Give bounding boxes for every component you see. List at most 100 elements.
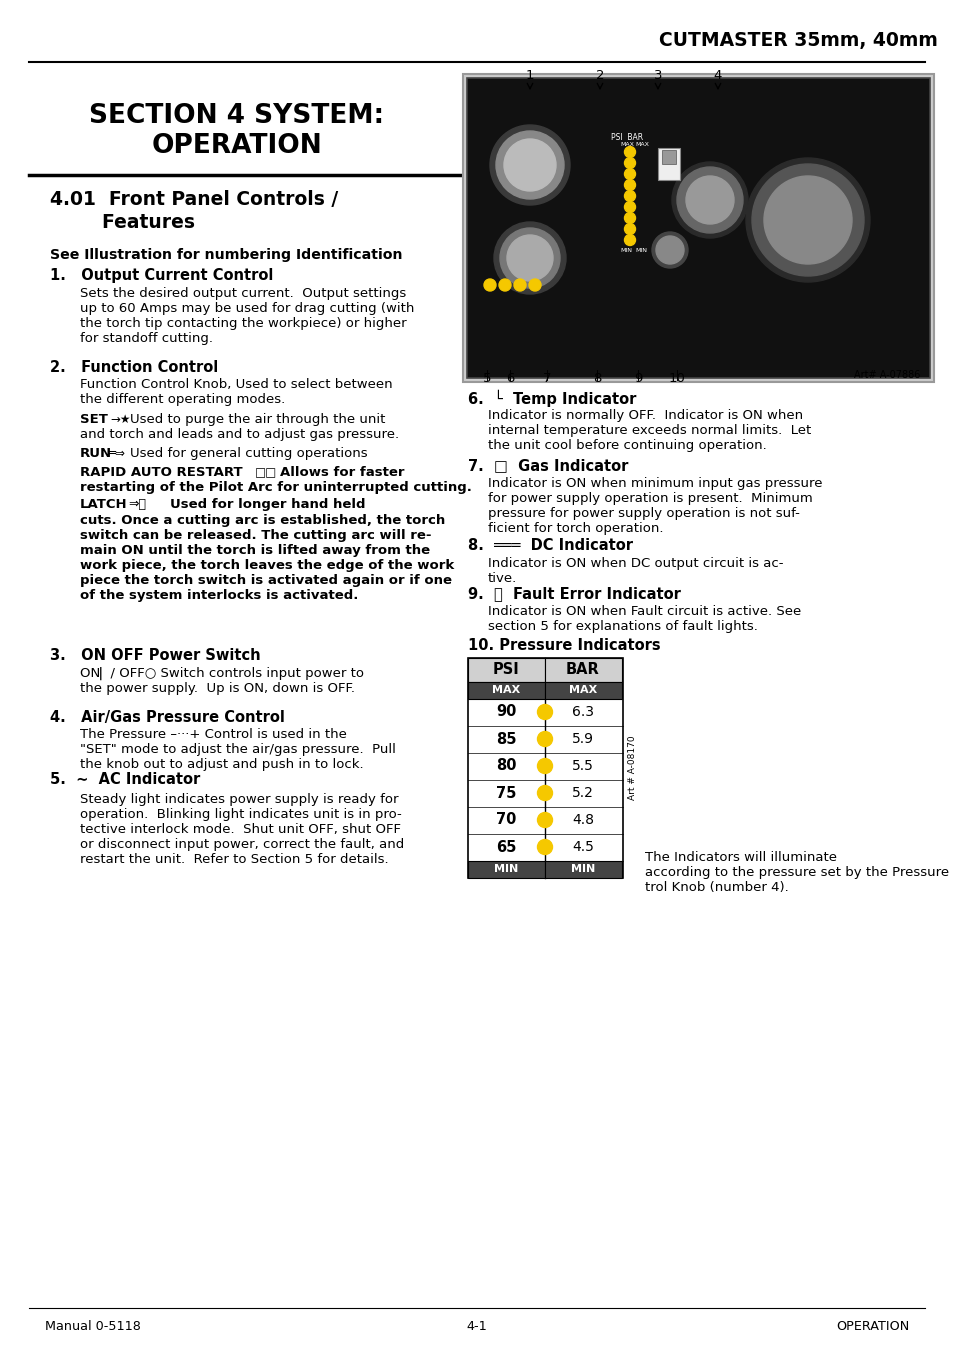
Circle shape [494,221,565,294]
Text: OPERATION: OPERATION [152,134,322,159]
Circle shape [624,212,635,224]
Text: 5.2: 5.2 [572,786,594,801]
Circle shape [514,279,525,292]
Circle shape [537,786,552,801]
Circle shape [677,167,742,234]
Circle shape [537,759,552,774]
Text: 5: 5 [482,373,491,385]
Circle shape [537,732,552,747]
Bar [468,861,544,878]
Text: →★: →★ [110,413,131,427]
Circle shape [483,279,496,292]
Text: MAX: MAX [568,684,597,695]
Text: 80: 80 [496,759,516,774]
Text: Allows for faster: Allows for faster [280,466,404,479]
Text: 4-1: 4-1 [466,1320,487,1332]
Text: Sets the desired output current.  Output settings
up to 60 Amps may be used for : Sets the desired output current. Output … [80,288,414,346]
Text: 8.  ═══  DC Indicator: 8. ═══ DC Indicator [468,539,633,553]
Text: CUTMASTER 35mm, 40mm: CUTMASTER 35mm, 40mm [659,31,937,50]
Text: 70: 70 [496,813,516,828]
Circle shape [671,162,747,238]
Circle shape [537,705,552,720]
Text: 5.  ∼  AC Indicator: 5. ∼ AC Indicator [50,772,200,787]
Circle shape [624,147,635,158]
Text: Steady light indicates power supply is ready for
operation.  Blinking light indi: Steady light indicates power supply is r… [80,792,404,865]
Text: 2.   Function Control: 2. Function Control [50,360,218,375]
Text: 5.9: 5.9 [572,732,594,747]
Circle shape [745,158,869,282]
Text: 75: 75 [496,786,516,801]
Text: SET: SET [80,413,108,427]
Text: ═⇒: ═⇒ [108,447,125,460]
Bar [661,150,676,163]
Bar [544,861,621,878]
Bar [468,657,622,878]
Text: 9: 9 [633,373,641,385]
Text: Manual 0-5118: Manual 0-5118 [45,1320,141,1332]
Text: MIN: MIN [570,864,595,873]
Text: Used to purge the air through the unit: Used to purge the air through the unit [130,413,385,427]
Bar [544,682,621,699]
Text: RUN: RUN [80,447,112,460]
Text: restarting of the Pilot Arc for uninterrupted cutting.: restarting of the Pilot Arc for uninterr… [80,481,472,494]
Text: 6: 6 [505,373,514,385]
Text: Used for general cutting operations: Used for general cutting operations [130,447,367,460]
Text: Art # A-08170: Art # A-08170 [628,736,637,801]
Text: BAR: BAR [565,663,599,678]
Text: MAX: MAX [635,142,648,147]
Text: 4.5: 4.5 [572,840,594,855]
Text: MIN: MIN [494,864,517,873]
Circle shape [506,235,553,281]
Text: Features: Features [50,213,194,232]
Text: 8: 8 [592,373,600,385]
Text: 4.01  Front Panel Controls /: 4.01 Front Panel Controls / [50,190,338,209]
Text: 6.3: 6.3 [572,705,594,720]
Text: The Indicators will illuminate
according to the pressure set by the Pressure Con: The Indicators will illuminate according… [644,850,953,894]
Circle shape [496,131,563,198]
Circle shape [656,236,683,265]
Text: Indicator is ON when DC output circuit is ac-
tive.: Indicator is ON when DC output circuit i… [488,558,782,585]
Circle shape [685,176,733,224]
Text: Used for longer hand held: Used for longer hand held [170,498,365,512]
Bar [544,657,621,682]
Text: 1: 1 [525,69,534,82]
Circle shape [537,840,552,855]
Circle shape [751,163,863,275]
Text: 10: 10 [668,373,684,385]
Bar [467,78,929,378]
Text: 85: 85 [496,732,516,747]
Circle shape [624,180,635,190]
Circle shape [763,176,851,265]
Text: Indicator is ON when minimum input gas pressure
for power supply operation is pr: Indicator is ON when minimum input gas p… [488,477,821,535]
Text: MAX: MAX [619,142,633,147]
Text: 7: 7 [542,373,551,385]
Text: SECTION 4 SYSTEM:: SECTION 4 SYSTEM: [90,103,384,130]
Circle shape [624,224,635,235]
Circle shape [624,235,635,246]
Text: 65: 65 [496,840,516,855]
Bar [468,657,544,682]
Text: RAPID AUTO RESTART: RAPID AUTO RESTART [80,466,242,479]
Text: 7.  □  Gas Indicator: 7. □ Gas Indicator [468,458,628,472]
Text: Function Control Knob, Used to select between
the different operating modes.: Function Control Knob, Used to select be… [80,378,393,406]
Circle shape [624,169,635,180]
Text: 4: 4 [713,69,721,82]
Text: OPERATION: OPERATION [836,1320,909,1332]
Circle shape [651,232,687,269]
Bar [462,74,933,382]
Text: Indicator is ON when Fault circuit is active. See
section 5 for explanations of : Indicator is ON when Fault circuit is ac… [488,605,801,633]
Circle shape [624,190,635,201]
Text: LATCH: LATCH [80,498,128,512]
Text: 1.   Output Current Control: 1. Output Current Control [50,269,274,284]
Text: and torch and leads and to adjust gas pressure.: and torch and leads and to adjust gas pr… [80,428,398,441]
Text: Indicator is normally OFF.  Indicator is ON when
internal temperature exceeds no: Indicator is normally OFF. Indicator is … [488,409,810,452]
Text: MIN: MIN [635,248,646,252]
Text: Art# A-07886: Art# A-07886 [853,370,919,379]
Circle shape [537,813,552,828]
Text: MIN: MIN [619,248,631,252]
Bar [468,682,544,699]
Text: cuts. Once a cutting arc is established, the torch
switch can be released. The c: cuts. Once a cutting arc is established,… [80,514,454,602]
Circle shape [624,158,635,169]
Circle shape [498,279,511,292]
Circle shape [529,279,540,292]
